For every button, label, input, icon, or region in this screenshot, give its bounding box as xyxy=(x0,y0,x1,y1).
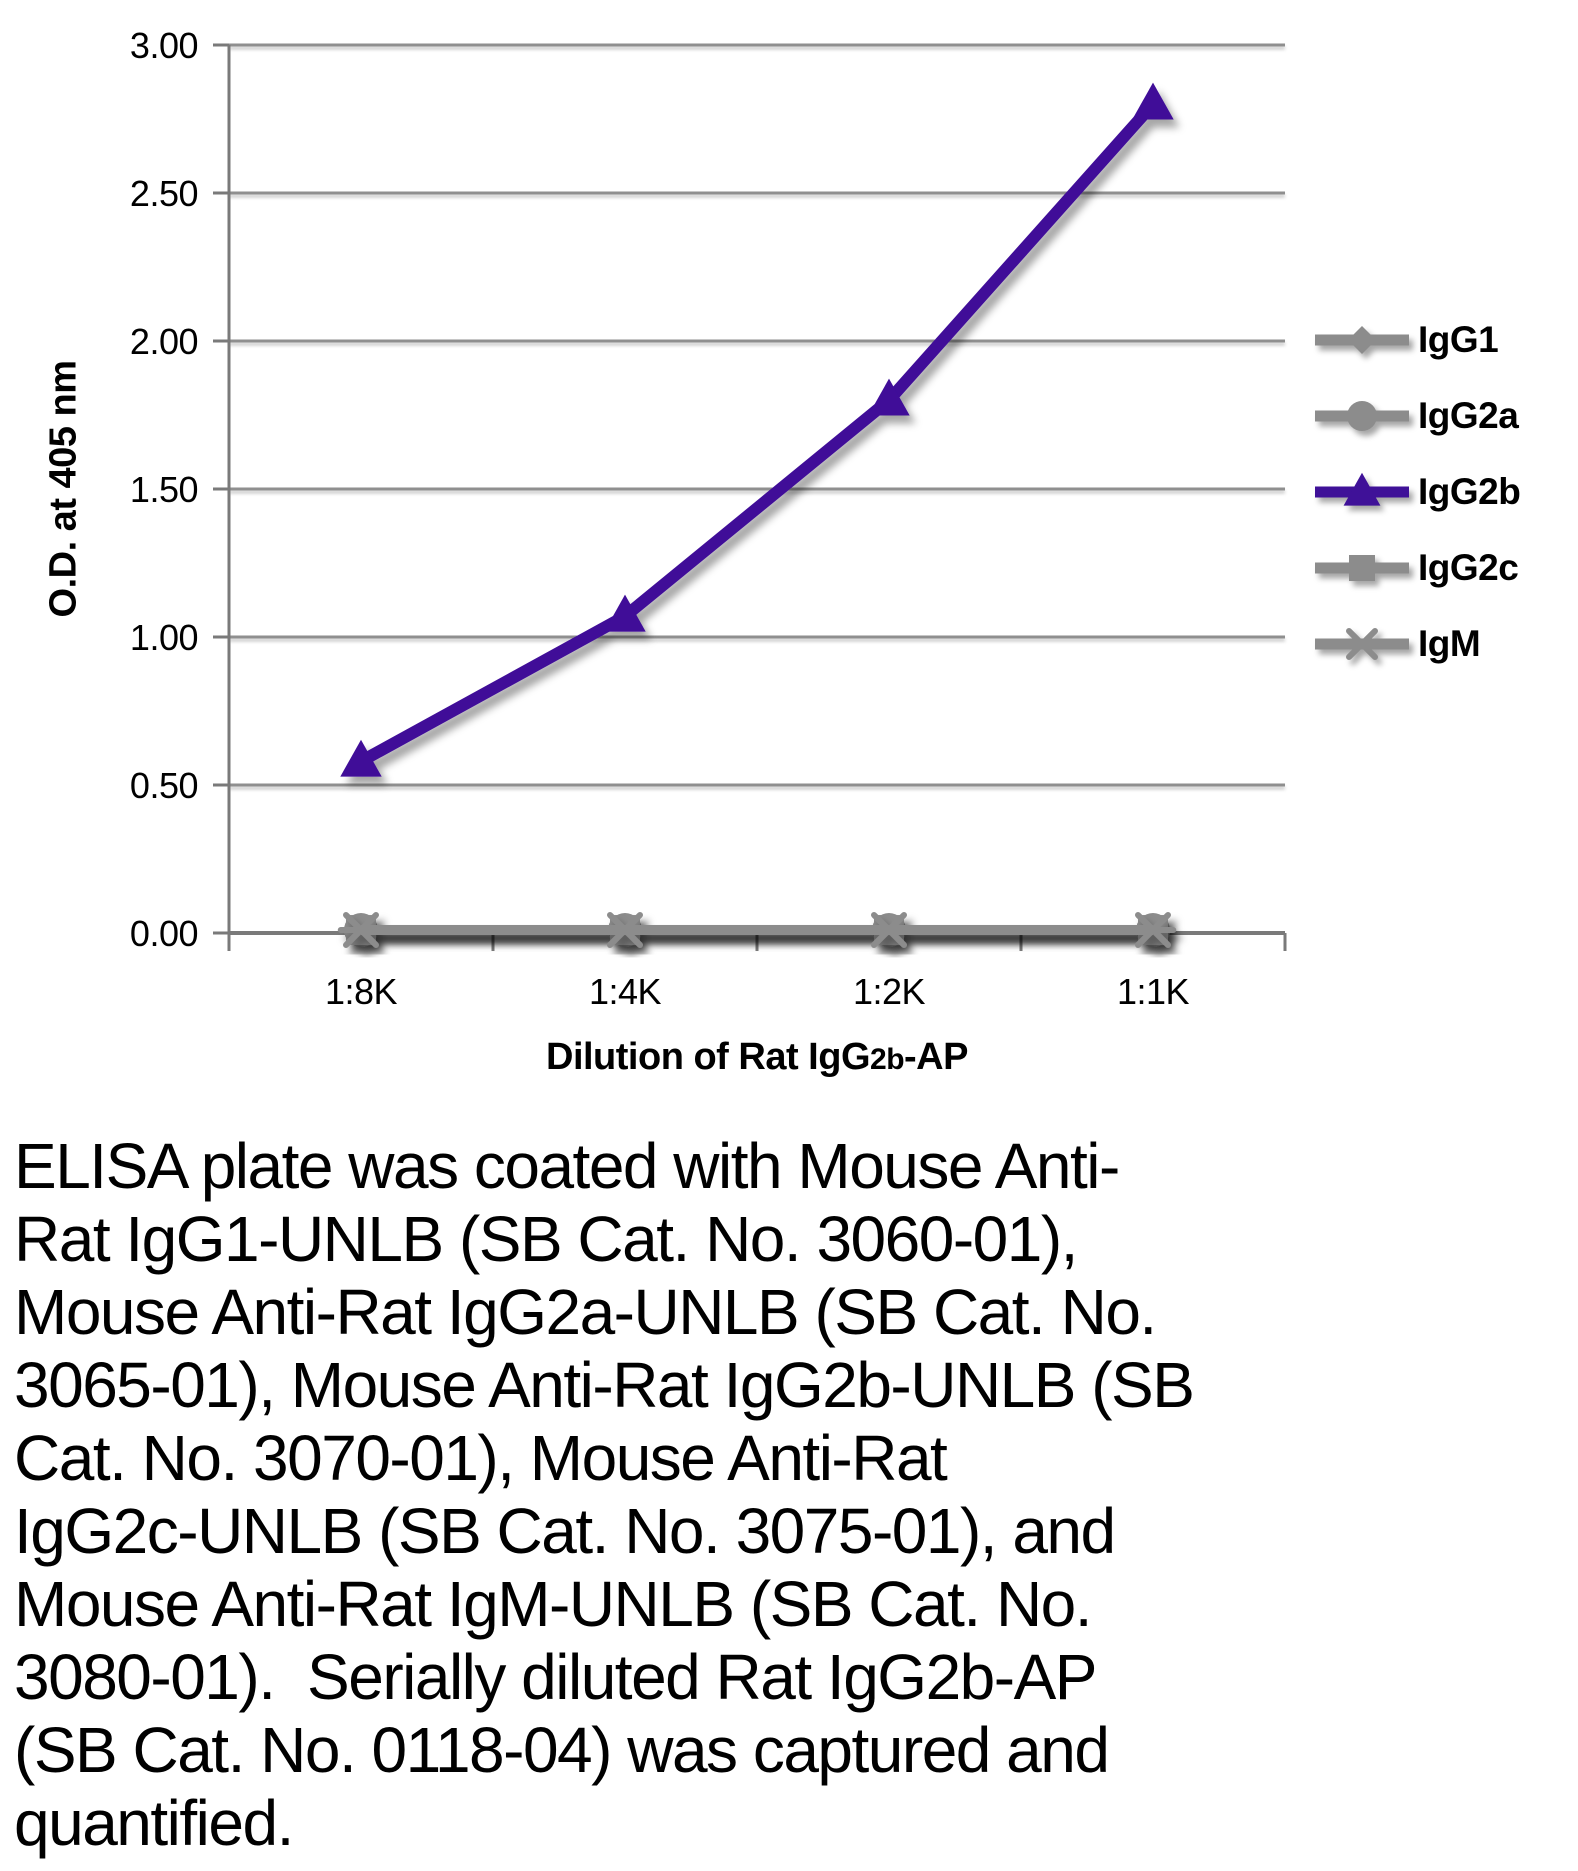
igg2c-square-marker-icon xyxy=(1315,555,1409,581)
x-tick-label: 1:1K xyxy=(1117,971,1190,1012)
legend-item-igg2a: IgG2a xyxy=(1312,395,1520,436)
legend-item-igg2c: IgG2c xyxy=(1312,547,1520,588)
igg1-diamond-marker-icon xyxy=(1315,326,1409,354)
x-axis-title-post: -AP xyxy=(904,1036,968,1078)
y-tick-label: 2.00 xyxy=(130,321,198,362)
x-tick-label: 1:8K xyxy=(325,971,398,1012)
series-igg2b xyxy=(340,82,1174,777)
legend-label-igm: IgM xyxy=(1418,623,1481,664)
y-tick-label: 1.50 xyxy=(130,469,198,510)
legend: IgG1 IgG2a IgG2b IgG2c IgM xyxy=(1312,319,1521,664)
y-tick-label: 3.00 xyxy=(130,25,198,66)
series-igm xyxy=(337,912,1177,949)
y-tick-label: 1.00 xyxy=(130,617,198,658)
igg2a-circle-marker-icon xyxy=(1315,401,1409,431)
x-axis-title-pre: Dilution of Rat IgG xyxy=(546,1036,871,1078)
igg2b-triangle-marker-icon xyxy=(1315,472,1409,506)
x-axis-title: Dilution of Rat IgG2b-AP xyxy=(229,1036,1285,1079)
x-tick-label: 1:2K xyxy=(853,971,926,1012)
y-tick-label: 0.00 xyxy=(130,913,198,954)
legend-item-igg1: IgG1 xyxy=(1312,319,1520,360)
legend-label-igg2b: IgG2b xyxy=(1418,471,1521,512)
axes xyxy=(213,43,1287,951)
y-tick-label: 2.50 xyxy=(130,173,198,214)
plot-area: 3.00 2.50 2.00 1.50 1.00 0.50 0.00 1:8K 1:4K 1:2K… xyxy=(130,25,1287,1012)
x-tick-label: 1:4K xyxy=(589,971,662,1012)
igm-star-marker-icon xyxy=(1315,628,1409,660)
y-tick-label: 0.50 xyxy=(130,765,198,806)
legend-item-igg2b: IgG2b xyxy=(1312,471,1521,512)
legend-item-igm: IgM xyxy=(1312,623,1520,664)
axis-tick-labels: 3.00 2.50 2.00 1.50 1.00 0.50 0.00 1:8K 1:4K 1:2K… xyxy=(130,25,1190,1012)
x-axis-title-sub: 2b xyxy=(870,1043,905,1076)
gridlines xyxy=(229,43,1285,787)
figure-caption: ELISA plate was coated with Mouse Anti- … xyxy=(14,1130,1195,1859)
legend-label-igg1: IgG1 xyxy=(1418,319,1499,360)
legend-label-igg2c: IgG2c xyxy=(1418,547,1519,588)
legend-label-igg2a: IgG2a xyxy=(1418,395,1519,436)
